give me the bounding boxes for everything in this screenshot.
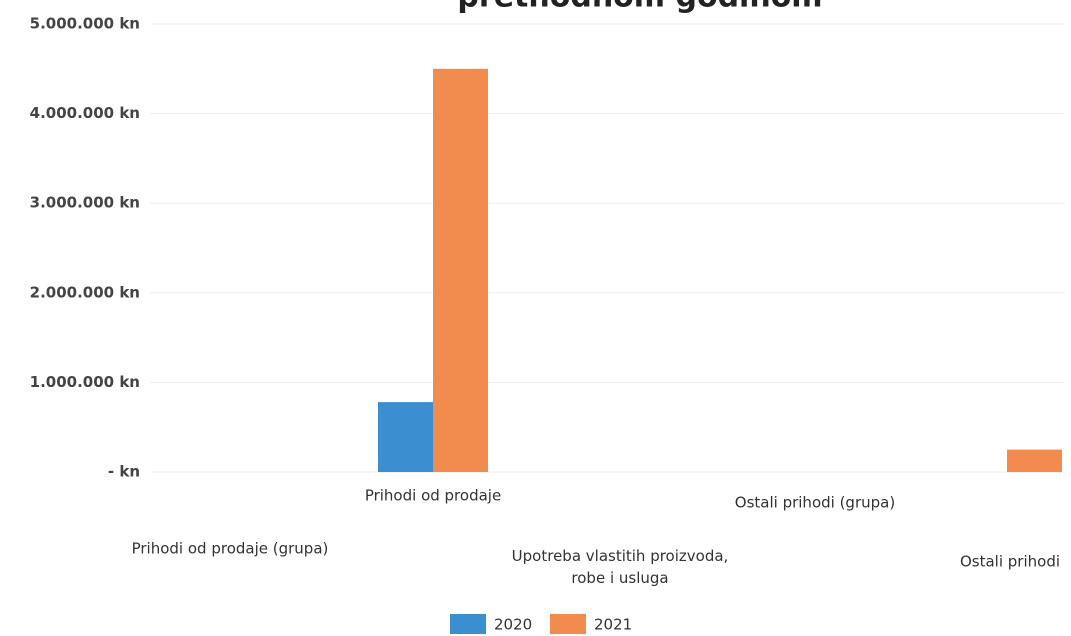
legend-swatch <box>550 614 586 634</box>
label-line: Upotreba vlastitih proizvoda, <box>512 547 729 565</box>
group-label: Ostali prihodi (grupa) <box>735 494 895 512</box>
y-tick-label: 2.000.000 kn <box>30 283 140 301</box>
y-tick-label: 3.000.000 kn <box>30 194 140 212</box>
y-tick-label: 4.000.000 kn <box>30 104 140 122</box>
legend-swatch <box>450 614 486 634</box>
y-tick-label: 1.000.000 kn <box>30 373 140 391</box>
y-tick-label: - kn <box>108 463 140 481</box>
bar <box>433 68 488 473</box>
x-tick-label: Upotreba vlastitih proizvoda, robe i uslu… <box>512 547 729 587</box>
group-label: Prihodi od prodaje (grupa) <box>132 540 329 558</box>
x-tick-label: Prihodi od prodaje <box>365 487 501 505</box>
y-tick-label: 5.000.000 kn <box>30 15 140 33</box>
x-tick-label: Ostali prihodi <box>960 553 1060 571</box>
label-line: robe i usluga <box>571 569 668 587</box>
chart-title: prethodnom godinom <box>457 0 822 15</box>
legend-label: 2021 <box>594 616 632 634</box>
bar <box>1007 449 1062 472</box>
legend-label: 2020 <box>494 616 532 634</box>
bar <box>378 402 433 472</box>
